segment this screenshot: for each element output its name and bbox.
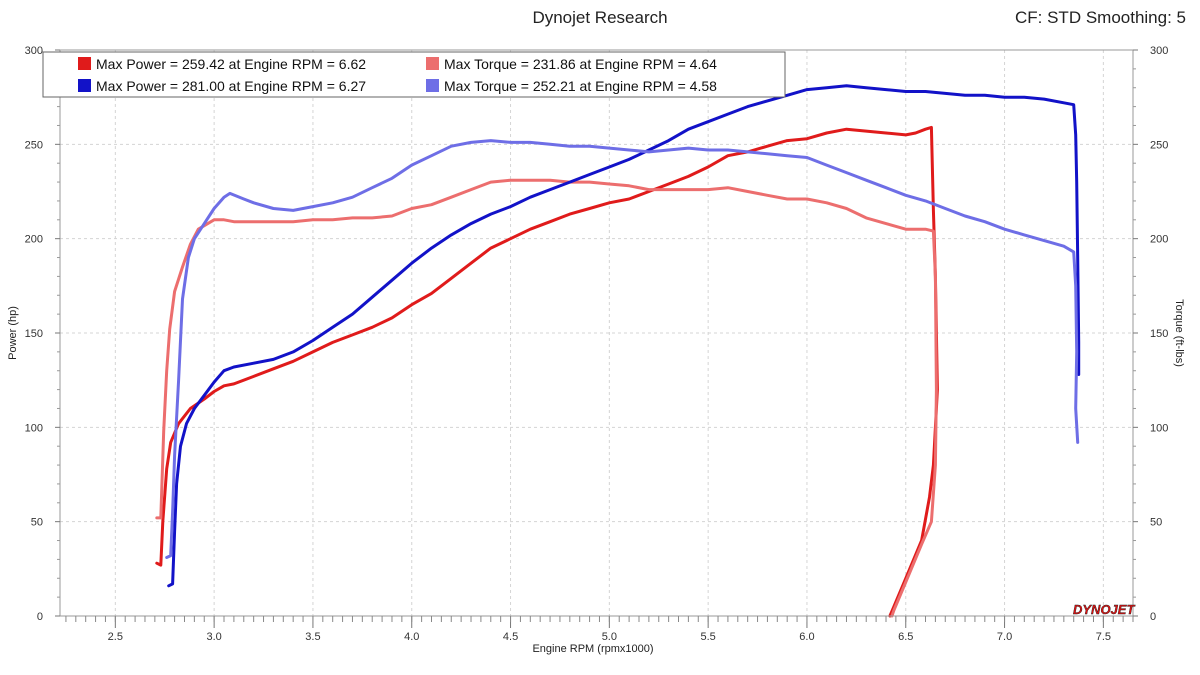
x-tick-label: 7.5 (1096, 631, 1111, 643)
y-right-tick-label: 250 (1150, 139, 1168, 151)
chart-title: Dynojet Research (532, 8, 668, 27)
x-tick-label: 5.0 (602, 631, 617, 643)
legend: Max Power = 259.42 at Engine RPM = 6.62 … (42, 51, 786, 98)
legend-label-torque-2: Max Torque = 252.21 at Engine RPM = 4.58 (444, 78, 717, 94)
y-left-tick-label: 250 (25, 139, 43, 151)
chart-settings: CF: STD Smoothing: 5 (1014, 8, 1186, 27)
y-right-tick-label: 200 (1150, 234, 1168, 246)
y-right-tick-label: 100 (1150, 422, 1168, 434)
y-left-tick-label: 0 (37, 611, 43, 623)
grid (60, 50, 1133, 616)
x-tick-label: 4.0 (404, 631, 419, 643)
series-line-3 (167, 84, 1081, 588)
legend-swatch-torque-2 (426, 79, 439, 92)
legend-swatch-power-2 (78, 79, 91, 92)
series-group (155, 84, 1081, 618)
x-tick-label: 3.0 (206, 631, 221, 643)
y-left-tick-label: 300 (25, 45, 43, 57)
y-right-tick-label: 50 (1150, 517, 1162, 529)
legend-box (42, 51, 786, 98)
y-axis-right-title: Torque (ft-lbs) (1173, 299, 1185, 367)
x-tick-label: 6.0 (799, 631, 814, 643)
logo-text: DYNOJET (1073, 602, 1135, 617)
series-line-4 (165, 139, 1080, 559)
legend-label-power-1: Max Power = 259.42 at Engine RPM = 6.62 (96, 56, 366, 72)
legend-swatch-power-1 (78, 57, 91, 70)
legend-label-torque-1: Max Torque = 231.86 at Engine RPM = 4.64 (444, 56, 717, 72)
legend-swatch-torque-1 (426, 57, 439, 70)
y-axis-left-title: Power (hp) (7, 306, 19, 360)
y-right-tick-label: 0 (1150, 611, 1156, 623)
series-line-1 (155, 125, 939, 618)
series-line-2 (155, 178, 938, 618)
x-tick-label: 4.5 (503, 631, 518, 643)
x-tick-label: 6.5 (898, 631, 913, 643)
axis-labels: 2.5 3.0 3.5 4.0 4.5 5.0 5.5 6.0 6.5 7.0 7.5 0 0 50 50 1… (25, 45, 1169, 643)
y-left-tick-label: 100 (25, 422, 43, 434)
y-left-tick-label: 50 (31, 517, 43, 529)
legend-label-power-2: Max Power = 281.00 at Engine RPM = 6.27 (96, 78, 366, 94)
x-tick-label: 2.5 (108, 631, 123, 643)
x-tick-label: 3.5 (305, 631, 320, 643)
y-left-tick-label: 150 (25, 328, 43, 340)
y-right-tick-label: 150 (1150, 328, 1168, 340)
x-axis-title: Engine RPM (rpmx1000) (532, 643, 653, 655)
dynojet-logo: DYNOJET (1073, 602, 1136, 617)
y-right-tick-label: 300 (1150, 45, 1168, 57)
x-tick-label: 5.5 (700, 631, 715, 643)
y-left-tick-label: 200 (25, 234, 43, 246)
x-tick-label: 7.0 (997, 631, 1012, 643)
